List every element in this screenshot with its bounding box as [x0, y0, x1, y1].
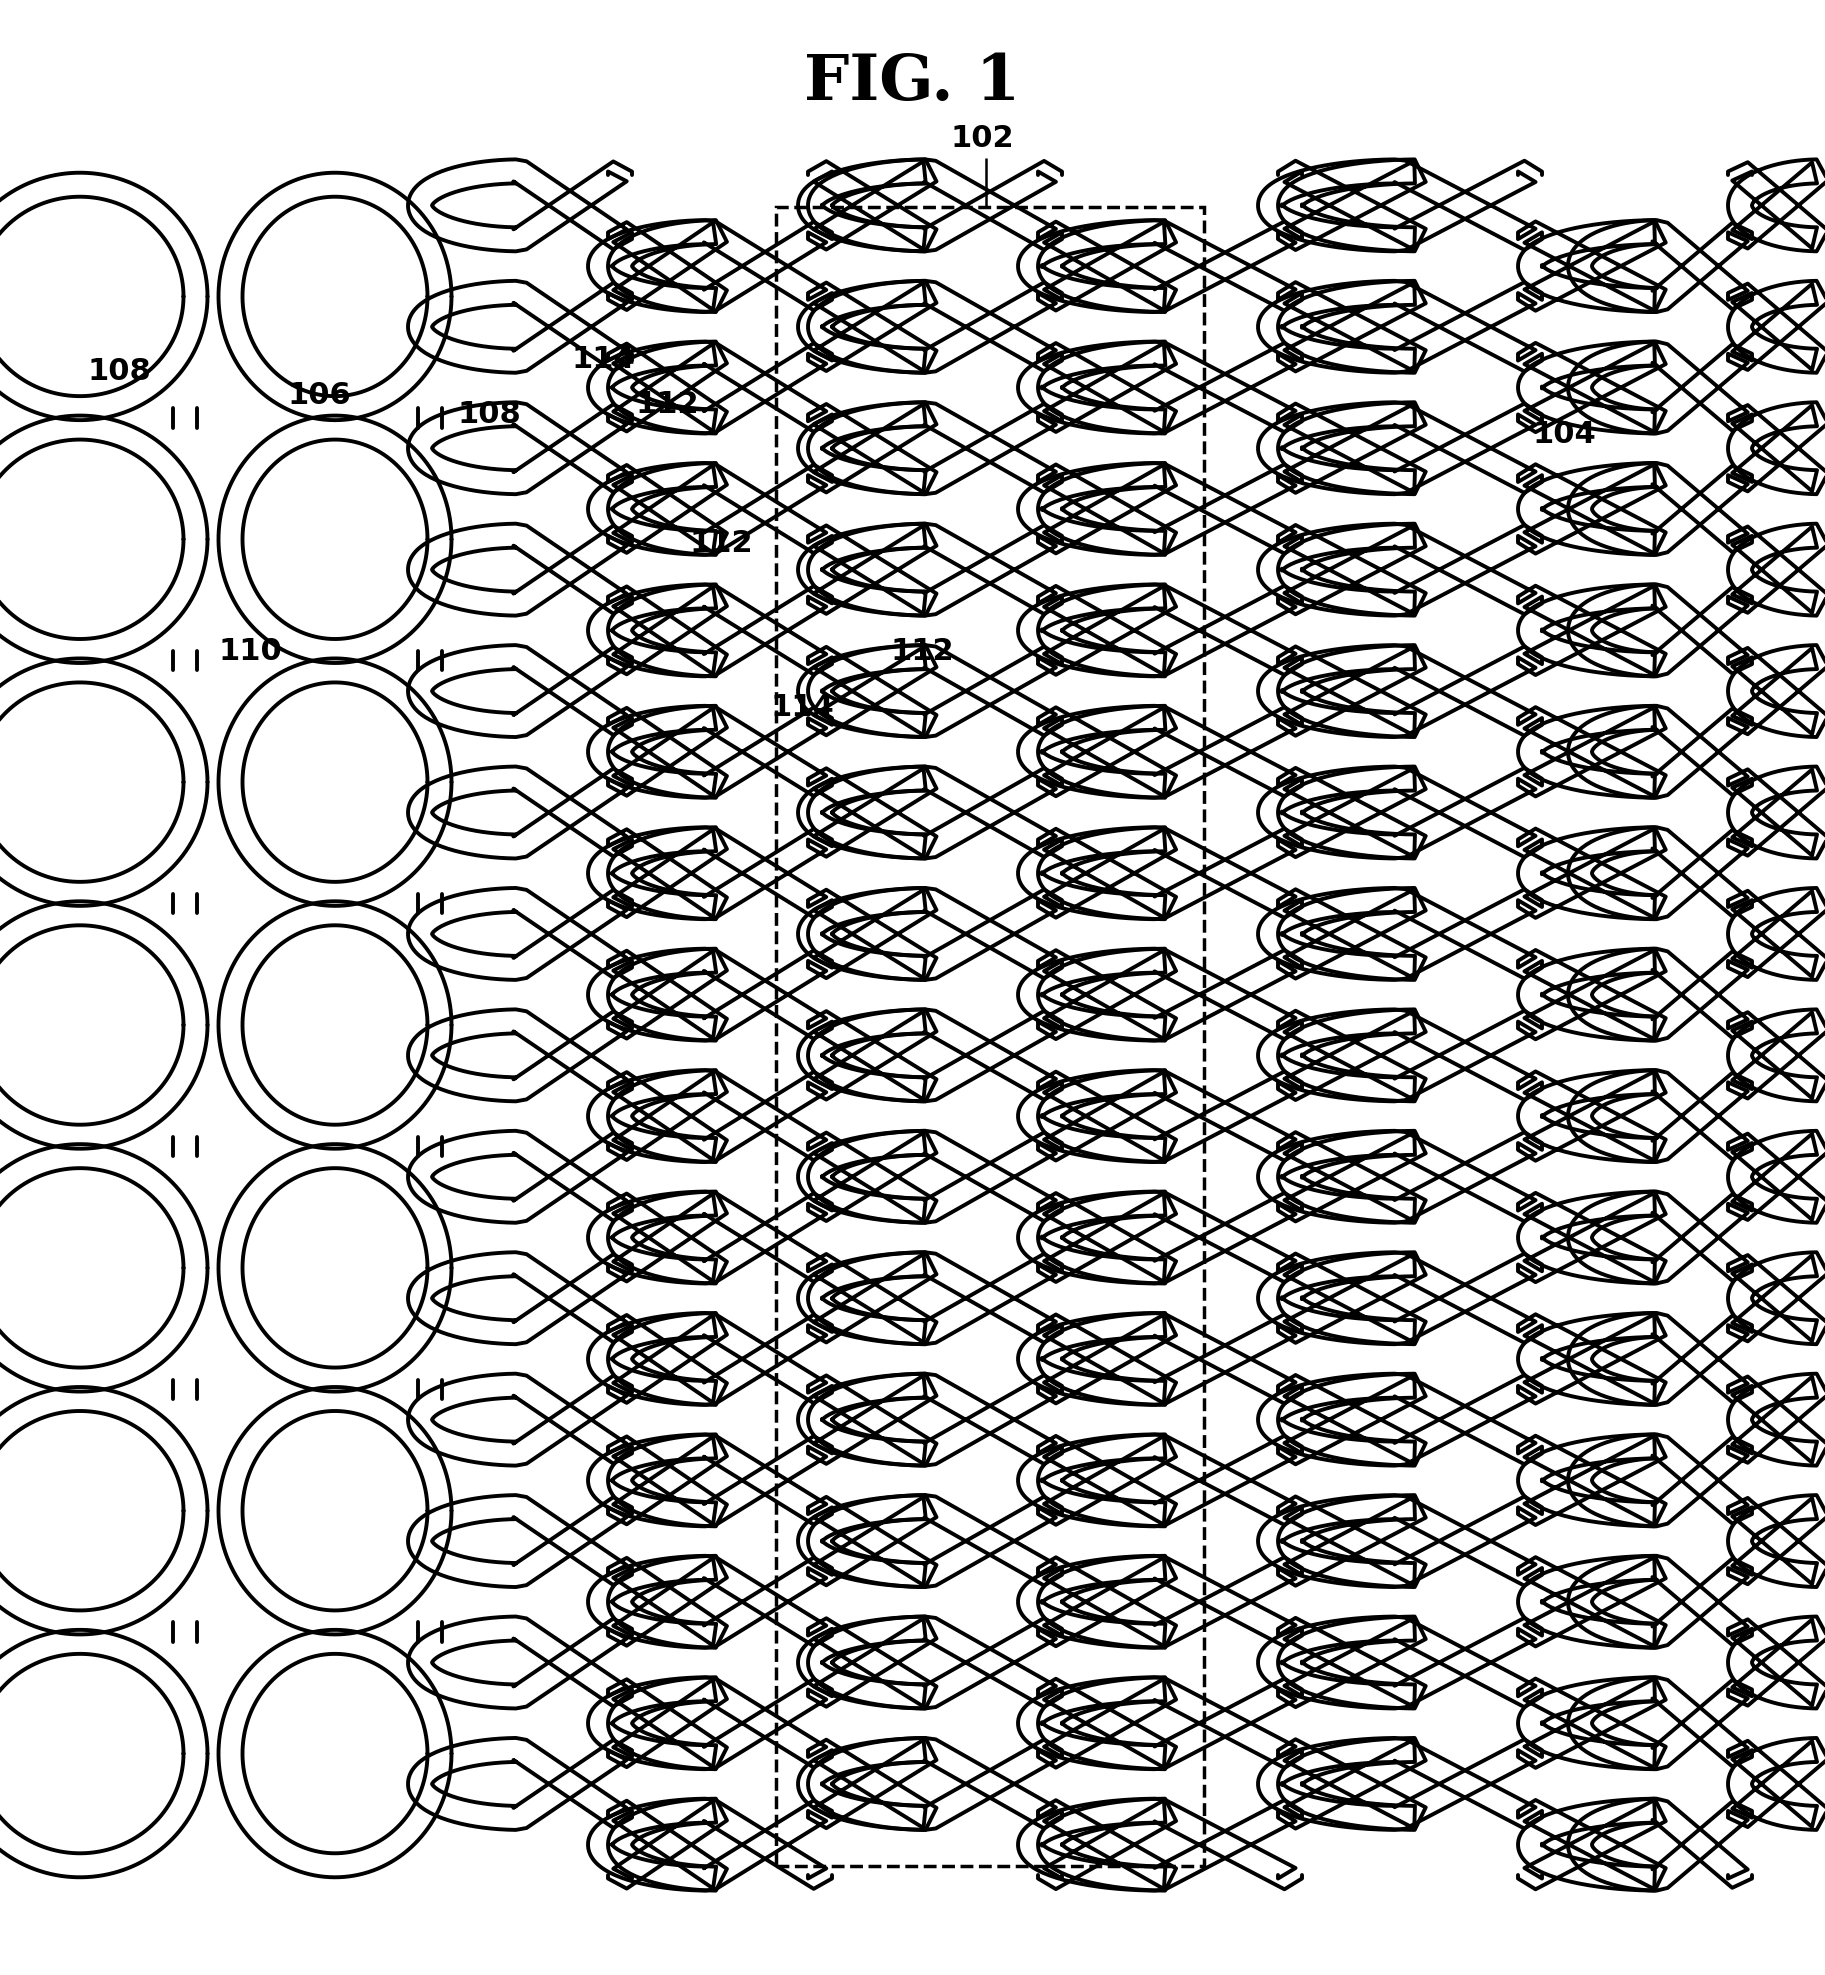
- Text: 112: 112: [690, 529, 754, 557]
- Text: 106: 106: [288, 381, 350, 409]
- Text: 112: 112: [635, 391, 699, 419]
- Text: 114: 114: [770, 693, 834, 721]
- Text: 112: 112: [891, 638, 954, 666]
- Text: 114: 114: [571, 346, 635, 373]
- Bar: [776, 207, 1204, 1866]
- Text: 104: 104: [1533, 421, 1597, 448]
- Text: 108: 108: [458, 401, 520, 429]
- Text: 102: 102: [951, 124, 1013, 152]
- Text: 110: 110: [219, 638, 283, 666]
- Text: FIG. 1: FIG. 1: [805, 53, 1020, 113]
- Text: 108: 108: [88, 357, 151, 385]
